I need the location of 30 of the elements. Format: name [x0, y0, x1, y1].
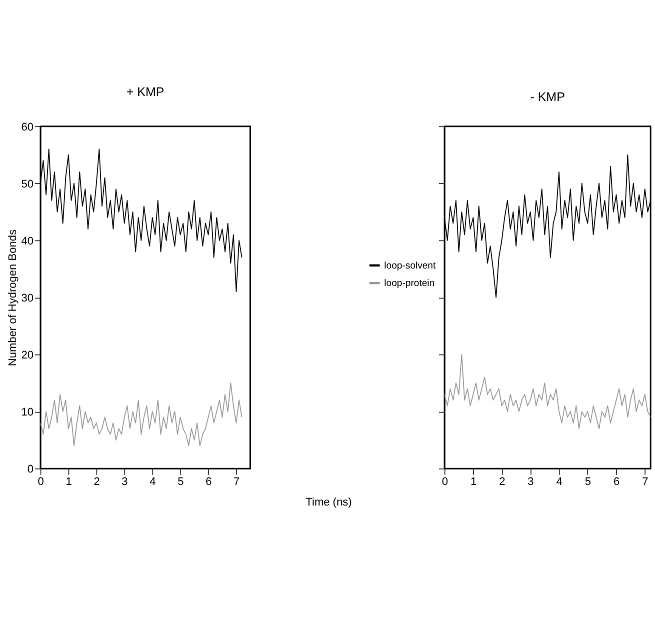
x-tick-label: 4 [150, 476, 156, 488]
x-tick-label: 7 [234, 476, 240, 488]
x-tick-label: 3 [528, 476, 534, 488]
x-tick-label: 3 [122, 476, 128, 488]
x-tick-label: 4 [556, 476, 562, 488]
legend-label: loop-solvent [384, 260, 436, 272]
x-tick-label: 1 [66, 476, 72, 488]
x-tick-label: 2 [499, 476, 506, 488]
legend-label: loop-protein [384, 278, 435, 290]
x-axis-title: Time (ns) [306, 496, 352, 508]
x-tick-label: 2 [94, 476, 100, 488]
y-tick-label: 10 [21, 406, 34, 419]
y-tick-label: 60 [21, 121, 34, 134]
chart-title: + KMP [126, 85, 164, 100]
x-tick-label: 6 [614, 476, 620, 488]
x-tick-label: 7 [642, 476, 648, 488]
x-tick-label: 0 [38, 476, 44, 488]
y-tick-label: 20 [21, 350, 34, 362]
x-tick-label: 0 [442, 476, 448, 488]
y-axis-title: Number of Hydrogen Bonds [7, 229, 20, 366]
y-tick-label: 30 [21, 292, 34, 304]
x-tick-label: 6 [206, 476, 212, 488]
chart-title: - KMP [530, 90, 565, 104]
x-tick-label: 5 [178, 476, 184, 488]
y-tick-label: 50 [21, 178, 34, 190]
x-tick-label: 1 [470, 476, 477, 488]
x-tick-label: 5 [584, 476, 592, 488]
y-tick-label: 40 [21, 235, 34, 248]
line-series [40, 382, 242, 446]
y-tick-label: 0 [27, 464, 34, 476]
